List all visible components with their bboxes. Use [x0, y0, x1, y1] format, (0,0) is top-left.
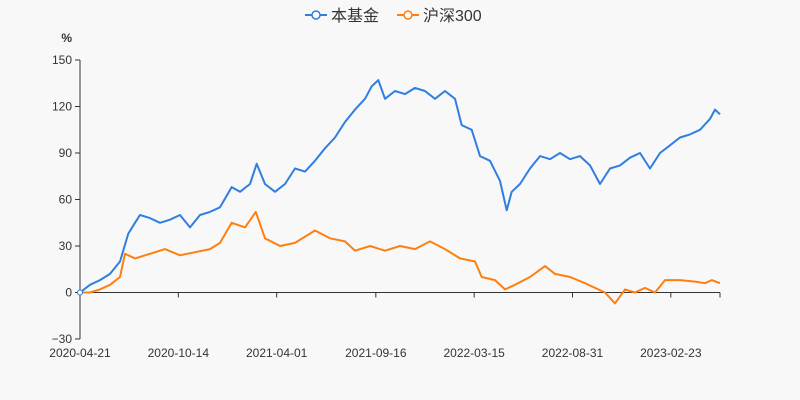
legend-circle-icon — [403, 10, 413, 20]
x-tick-label: 2022-08-31 — [542, 346, 604, 360]
y-tick-label: 30 — [59, 239, 73, 253]
legend-label: 本基金 — [331, 7, 379, 25]
legend-circle-icon — [311, 10, 321, 20]
legend-label: 沪深300 — [423, 7, 482, 25]
x-tick-label: 2022-03-15 — [443, 346, 505, 360]
series-line-fund — [79, 79, 721, 294]
x-tick-label: 2020-10-14 — [148, 346, 210, 360]
y-tick-label: 150 — [52, 53, 72, 67]
y-tick-label: 0 — [65, 286, 72, 300]
x-tick-label: 2021-04-01 — [246, 346, 308, 360]
y-tick-label: 60 — [59, 193, 73, 207]
series-line-csi300 — [80, 210, 721, 305]
y-tick-label: 90 — [59, 146, 73, 160]
x-tick-label: 2020-04-21 — [49, 346, 111, 360]
y-tick-label: −30 — [52, 332, 73, 346]
x-tick-label: 2023-02-23 — [640, 346, 702, 360]
y-axis-unit: % — [61, 31, 72, 45]
series-start-marker — [77, 289, 83, 296]
y-tick-label: 120 — [52, 100, 72, 114]
x-tick-label: 2021-09-16 — [345, 346, 407, 360]
